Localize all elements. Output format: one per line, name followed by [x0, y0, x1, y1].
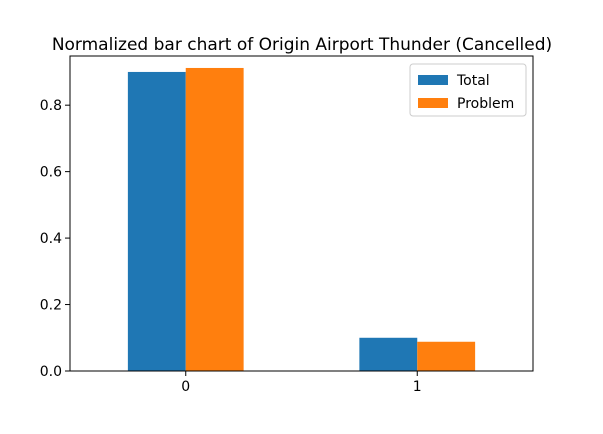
bars-layer — [127, 67, 476, 371]
axes-layer: 0 1 0.0 0.2 0.4 0.6 0.8 — [40, 55, 534, 395]
bar-total-0 — [127, 71, 186, 371]
legend-swatch-problem — [418, 98, 448, 108]
legend: Total Problem — [409, 63, 527, 117]
x-tick-label-0: 0 — [181, 379, 190, 395]
y-tick-label-3: 0.6 — [40, 165, 62, 181]
bar-total-1 — [359, 337, 418, 371]
chart-title: Normalized bar chart of Origin Airport T… — [52, 35, 552, 55]
plot-frame — [69, 55, 534, 372]
bar-problem-0 — [185, 67, 244, 371]
y-tick-label-4: 0.8 — [40, 98, 62, 114]
legend-label-total: Total — [456, 73, 490, 89]
legend-swatch-total — [418, 75, 448, 85]
y-tick-label-0: 0.0 — [40, 364, 62, 380]
y-tick-label-1: 0.2 — [40, 298, 62, 314]
x-tick-label-1: 1 — [413, 379, 422, 395]
y-tick-label-2: 0.4 — [40, 231, 62, 247]
bar-problem-1 — [417, 341, 476, 371]
legend-label-problem: Problem — [457, 96, 514, 112]
